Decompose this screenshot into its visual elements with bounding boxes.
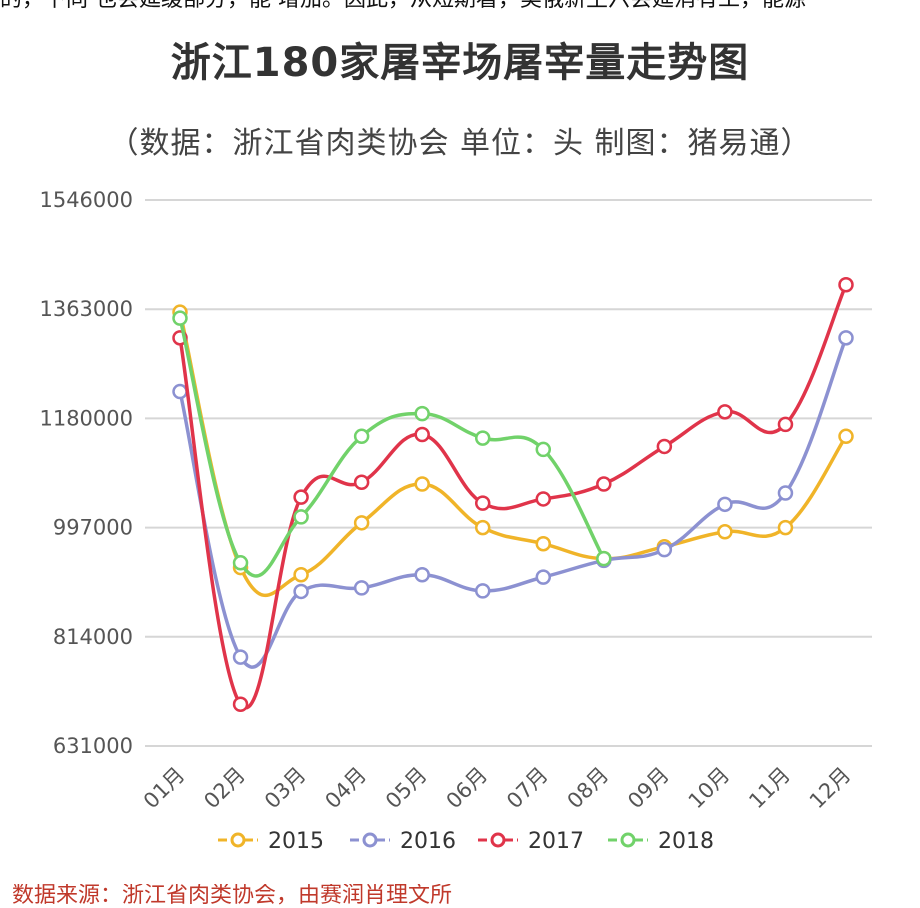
data-point[interactable] <box>838 330 854 346</box>
data-point[interactable] <box>414 426 430 443</box>
legend-label: 2018 <box>658 829 714 854</box>
data-point[interactable] <box>232 555 249 571</box>
y-tick-label: 631000 <box>53 734 133 758</box>
data-point[interactable] <box>777 416 794 433</box>
data-point[interactable] <box>353 580 370 596</box>
data-point[interactable] <box>172 310 188 326</box>
data-point[interactable] <box>717 496 733 513</box>
data-point[interactable] <box>293 509 309 525</box>
data-point[interactable] <box>353 474 370 490</box>
data-point[interactable] <box>172 383 188 400</box>
legend-swatch-marker <box>490 832 506 848</box>
legend-item[interactable]: 2015 <box>218 829 324 854</box>
data-point[interactable] <box>596 476 612 492</box>
x-tick-label: 06月 <box>442 763 493 814</box>
legend-label: 2016 <box>400 829 456 854</box>
series-line <box>178 337 848 669</box>
x-tick-label: 01月 <box>139 763 190 814</box>
data-point[interactable] <box>777 485 794 501</box>
legend-label: 2015 <box>268 829 324 854</box>
y-tick-label: 814000 <box>53 625 133 649</box>
data-point[interactable] <box>838 428 854 445</box>
y-tick-label: 1363000 <box>39 297 133 321</box>
x-axis: 01月 02月 03月 04月 05月 06月 07月 08月 09月 10月 11月 12月 <box>139 763 856 814</box>
series-2017 <box>172 276 854 712</box>
x-tick-label: 04月 <box>320 763 371 814</box>
y-axis: 1546000 1363000 1180000 997000 814000 631000 <box>39 188 872 758</box>
x-tick-label: 12月 <box>805 763 856 814</box>
data-point[interactable] <box>353 515 370 531</box>
series-2018 <box>172 310 612 578</box>
series-2015 <box>172 304 854 598</box>
data-point[interactable] <box>535 535 552 552</box>
data-point[interactable] <box>414 476 430 492</box>
x-tick-label: 09月 <box>623 763 674 814</box>
data-point[interactable] <box>293 583 309 600</box>
x-tick-label: 11月 <box>744 763 795 814</box>
chart-subtitle: （数据：浙江省肉类协会 单位：头 制图：猪易通） <box>108 126 812 161</box>
x-tick-label: 07月 <box>502 763 553 814</box>
data-point[interactable] <box>596 550 612 567</box>
series-line <box>178 284 848 710</box>
chart-title: 浙江180家屠宰场屠宰量走势图 <box>170 40 750 86</box>
x-tick-label: 05月 <box>381 763 432 814</box>
legend: 2015 2016 2017 2018 <box>218 829 714 854</box>
data-point[interactable] <box>353 428 370 445</box>
data-point[interactable] <box>474 519 491 536</box>
legend-label: 2017 <box>528 829 584 854</box>
data-point[interactable] <box>838 276 854 293</box>
data-point[interactable] <box>777 519 794 536</box>
data-point[interactable] <box>232 649 249 665</box>
data-point[interactable] <box>535 569 552 585</box>
series-2016 <box>172 330 854 669</box>
source-caption: 数据来源：浙江省肉类协会，由赛润肖理文所 <box>12 884 453 908</box>
data-point[interactable] <box>474 583 491 599</box>
x-tick-label: 03月 <box>260 763 311 814</box>
data-point[interactable] <box>293 566 309 583</box>
data-point[interactable] <box>656 438 673 455</box>
data-point[interactable] <box>474 430 491 446</box>
line-chart: 1546000136300011800009970008140006310000… <box>39 188 872 854</box>
legend-swatch-marker <box>230 832 246 848</box>
legend-item[interactable]: 2017 <box>478 829 584 854</box>
data-point[interactable] <box>717 524 733 540</box>
y-tick-label: 997000 <box>53 516 133 540</box>
series-line <box>178 311 848 598</box>
data-point[interactable] <box>535 441 552 458</box>
legend-item[interactable]: 2018 <box>608 829 714 854</box>
data-point[interactable] <box>414 566 430 583</box>
x-tick-label: 02月 <box>199 763 250 814</box>
data-point[interactable] <box>414 405 430 422</box>
y-tick-label: 1546000 <box>39 188 133 212</box>
data-point[interactable] <box>656 541 673 558</box>
data-point[interactable] <box>717 404 733 420</box>
top-text-snippet: 的，下同 也会延缓部分，能 增加。因此，从短期看，美俄新主六会延消有工，能源 <box>0 0 920 12</box>
data-point[interactable] <box>232 696 249 712</box>
legend-item[interactable]: 2016 <box>350 829 456 854</box>
legend-swatch-marker <box>362 832 378 848</box>
x-tick-label: 08月 <box>563 763 614 814</box>
data-point[interactable] <box>293 489 309 505</box>
legend-swatch-marker <box>620 832 636 848</box>
data-point[interactable] <box>535 491 552 507</box>
data-point[interactable] <box>474 495 491 511</box>
y-tick-label: 1180000 <box>39 406 133 430</box>
x-tick-label: 10月 <box>684 763 735 814</box>
